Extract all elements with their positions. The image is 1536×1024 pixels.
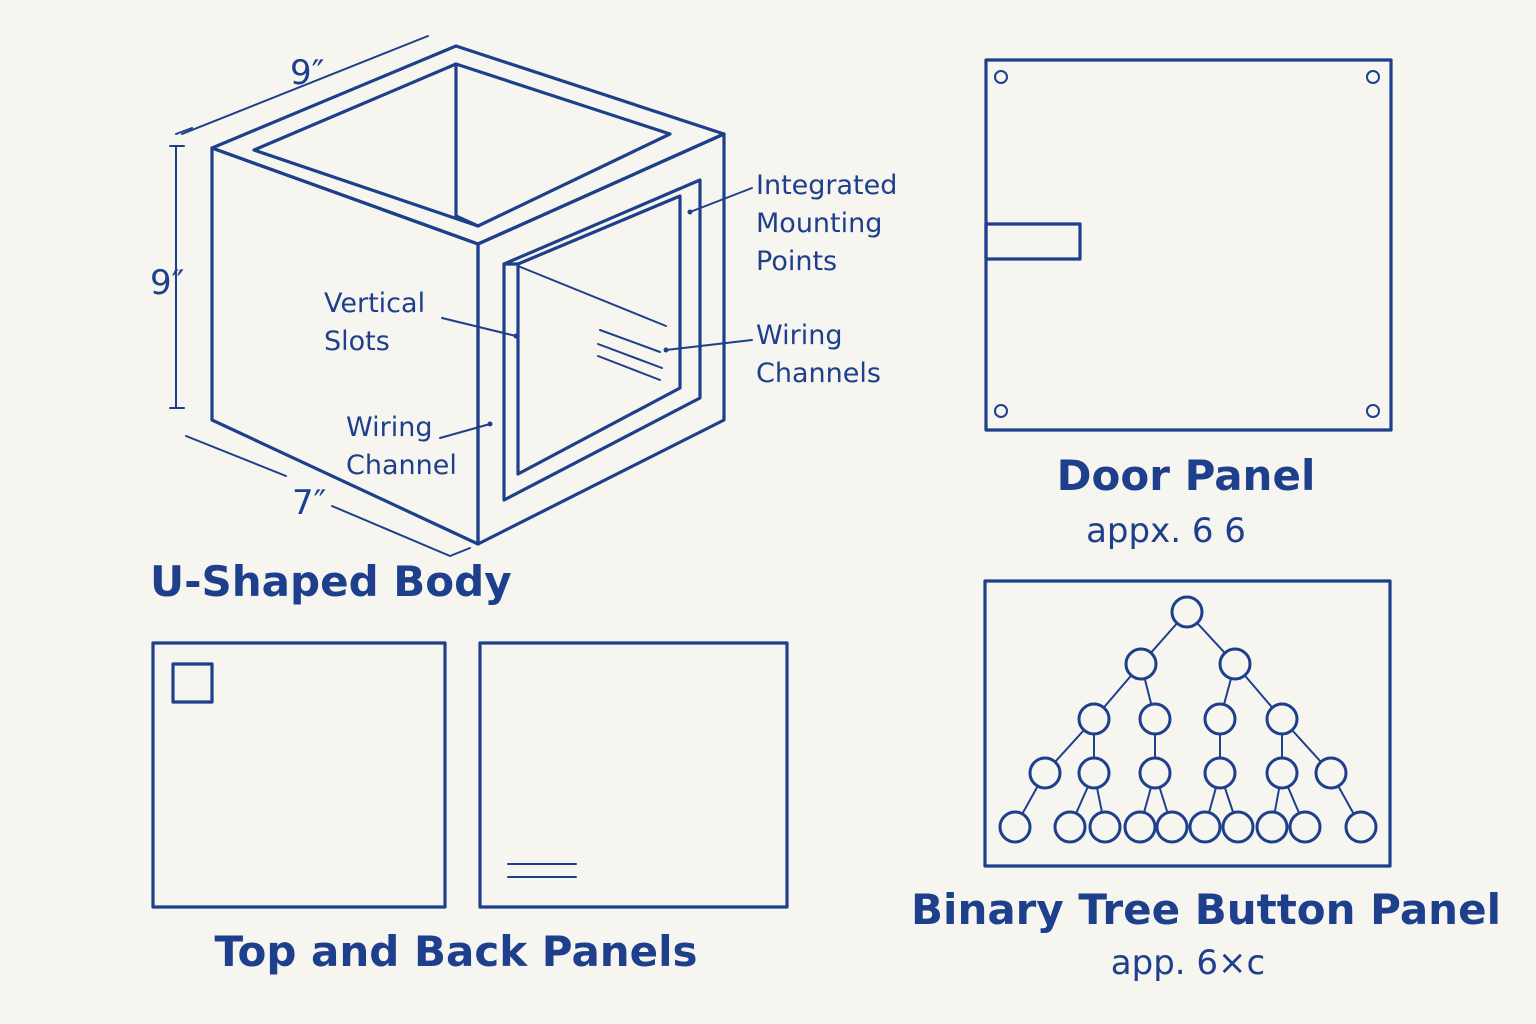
tree-button (1265, 702, 1299, 736)
tree-button (1221, 810, 1255, 844)
callout-wiring-channels-line2: Channels (756, 358, 881, 389)
tree-button (1077, 756, 1111, 790)
mounting-hole (1366, 404, 1380, 418)
tree-button (1255, 810, 1289, 844)
top-panel-cutout (171, 662, 214, 704)
top-back-panels-drawing: Top and Back Panels (151, 641, 789, 976)
tree-button (1188, 810, 1222, 844)
dim-line-depth (185, 435, 287, 477)
mounting-hole (994, 70, 1008, 84)
tree-button (1314, 756, 1348, 790)
callout-wiring-channel-line1: Wiring (346, 412, 432, 443)
button-panel-title: Binary Tree Button Panel (911, 885, 1501, 934)
tree-button (1138, 756, 1172, 790)
body-inner-floor-edge (454, 214, 480, 228)
tree-button (1053, 810, 1087, 844)
dim-tick (175, 127, 193, 135)
body-side-opening-inner (516, 194, 682, 476)
door-panel-subtitle: appx. 6 6 (1086, 511, 1246, 551)
wiring-channel-line (597, 355, 661, 381)
tree-button (1028, 756, 1062, 790)
body-right-face (476, 132, 726, 546)
callout-vertical-slots-line1: Vertical (324, 288, 425, 319)
dim-label-depth: 7″ (292, 483, 326, 523)
callout-mounting-line3: Points (756, 246, 837, 277)
callout-dot (687, 209, 693, 215)
callout-wiring-channels-line1: Wiring (756, 320, 842, 351)
tree-button (1124, 647, 1158, 681)
door-panel-outline (984, 58, 1393, 432)
callout-vertical-slots-line2: Slots (324, 326, 390, 357)
body-title: U-Shaped Body (150, 557, 512, 606)
callout-leader (689, 187, 753, 213)
tree-button (1170, 595, 1204, 629)
dim-label-width: 9″ (290, 53, 324, 93)
top-panel-outline (151, 641, 447, 909)
tree-button (998, 810, 1032, 844)
body-top-opening (252, 62, 672, 228)
callout-leader (441, 317, 517, 337)
callout-leader (439, 423, 491, 439)
tree-button (1218, 647, 1252, 681)
callout-leader (665, 339, 753, 351)
mounting-hole (1366, 70, 1380, 84)
vertical-slot-line (517, 265, 667, 327)
tree-button (1123, 810, 1157, 844)
dim-tick (449, 547, 471, 557)
top-back-panels-title: Top and Back Panels (214, 927, 697, 976)
tree-button (1203, 756, 1237, 790)
tree-button (1138, 702, 1172, 736)
tree-button (1344, 810, 1378, 844)
callout-mounting-line1: Integrated (756, 170, 897, 201)
tree-buttons (998, 595, 1378, 844)
mounting-hole (994, 404, 1008, 418)
tree-button (1265, 756, 1299, 790)
callout-wiring-channel-line2: Channel (346, 450, 457, 481)
tree-button (1155, 810, 1189, 844)
button-panel-drawing: Binary Tree Button Panel app. 6×c (911, 579, 1501, 983)
tree-button (1203, 702, 1237, 736)
wiring-channel-line (599, 329, 661, 353)
button-panel-outline (983, 579, 1392, 868)
body-side-opening-outer (502, 178, 702, 502)
u-shaped-body-drawing: 9″ 9″ 7″ Vertical Slots Wiring Channel I… (150, 35, 897, 606)
tree-button (1288, 810, 1322, 844)
callout-dot (513, 333, 519, 339)
wiring-channel-line (597, 343, 663, 369)
door-panel-drawing: Door Panel appx. 6 6 (984, 58, 1393, 551)
dim-label-height: 9″ (150, 263, 184, 303)
callout-dot (487, 421, 493, 427)
callout-mounting-line2: Mounting (756, 208, 882, 239)
dim-line-width (181, 35, 429, 135)
callout-dot (663, 347, 669, 353)
button-panel-subtitle: app. 6×c (1111, 943, 1265, 983)
door-handle (984, 222, 1082, 261)
dim-line-depth (331, 505, 451, 557)
tree-button (1077, 702, 1111, 736)
door-panel-title: Door Panel (1057, 451, 1316, 500)
back-panel-outline (478, 641, 789, 909)
tree-edges (1014, 611, 1362, 828)
tree-button (1088, 810, 1122, 844)
